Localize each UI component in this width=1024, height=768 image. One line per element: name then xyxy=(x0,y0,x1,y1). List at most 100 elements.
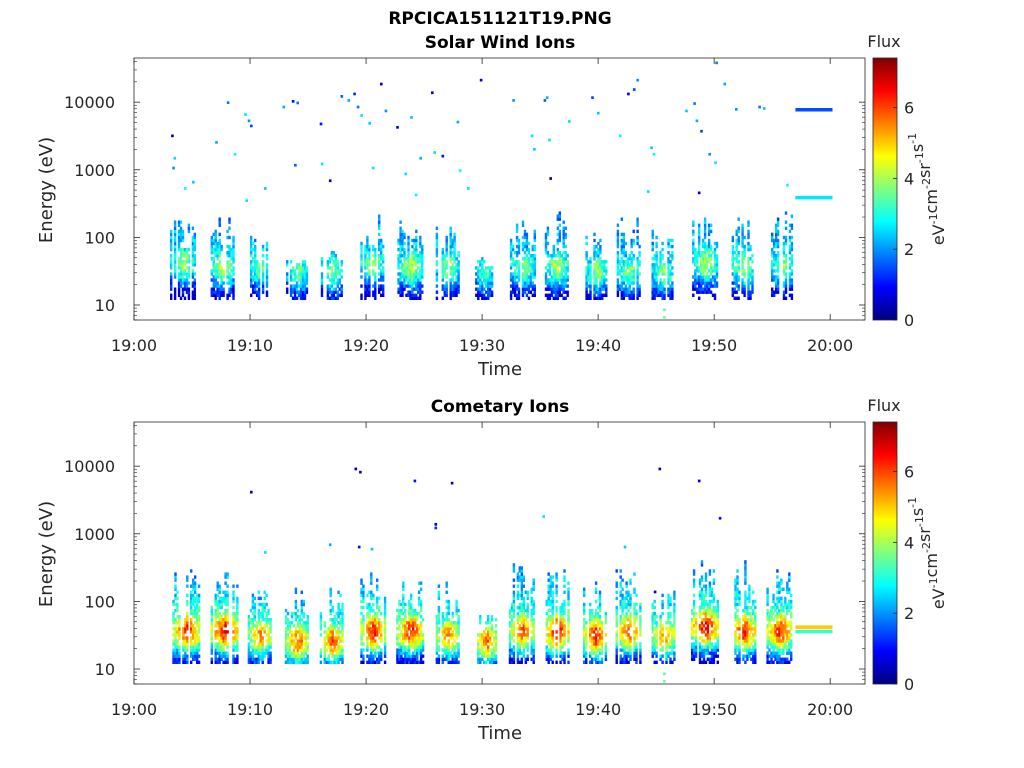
spectrogram-cell xyxy=(788,251,792,255)
spectrogram-cell xyxy=(509,275,513,279)
spectrogram-cell xyxy=(743,275,746,279)
spectrogram-cell xyxy=(490,293,494,297)
spectrogram-cell xyxy=(265,621,268,625)
spectrogram-cell xyxy=(218,630,221,634)
spectrogram-cell xyxy=(627,615,630,619)
spectrogram-cell xyxy=(494,660,498,664)
spectrogram-cell xyxy=(477,633,480,637)
spectrogram-cell xyxy=(402,624,405,628)
spectrogram-cell xyxy=(531,281,534,285)
spectrogram-cell xyxy=(622,263,625,267)
spectrogram-cell xyxy=(567,596,570,601)
spectrogram-cell xyxy=(707,223,711,227)
spectrogram-cell xyxy=(547,651,550,655)
spectrogram-cell xyxy=(546,296,550,300)
spectrogram-cell xyxy=(447,624,450,628)
spectrogram-cell xyxy=(193,235,196,240)
spectrogram-cell xyxy=(616,254,620,258)
spectrogram-cell xyxy=(773,275,776,279)
spectrogram-cell xyxy=(784,211,788,215)
spectrogram-cell xyxy=(595,284,598,288)
spectrogram-cell xyxy=(773,290,776,294)
spectrogram-cell xyxy=(705,287,709,291)
spectrogram-cell xyxy=(593,244,596,249)
spectrogram-cell xyxy=(187,229,191,234)
spectrogram-cell xyxy=(707,269,711,273)
spectrogram-cell xyxy=(302,627,305,631)
spectrogram-cell xyxy=(319,618,323,622)
spectrogram-cell xyxy=(416,618,419,622)
spectrogram-cell xyxy=(214,593,217,598)
spectrogram-cell xyxy=(747,220,750,224)
spectrogram-cell xyxy=(632,293,635,297)
spectrogram-cell xyxy=(628,257,631,261)
spectrogram-cell xyxy=(449,244,452,249)
spectrogram-cell xyxy=(447,642,450,646)
spectrogram-cell xyxy=(182,654,185,658)
spectrogram-cell xyxy=(564,235,567,240)
spectrogram-cell xyxy=(410,654,413,658)
spectrogram-cell xyxy=(481,636,484,640)
spectrogram-cell xyxy=(214,611,217,616)
spectrogram-cell xyxy=(567,654,570,658)
spectrogram-cell xyxy=(220,602,223,607)
spectrogram-cell xyxy=(218,247,221,252)
spectrogram-cell xyxy=(419,581,423,585)
spectrogram-cell xyxy=(360,590,363,594)
spectrogram-cell xyxy=(267,657,270,661)
spectrogram-cell xyxy=(449,284,452,288)
spectrogram-cell xyxy=(511,281,515,285)
spectrogram-cell xyxy=(382,290,385,294)
spectrogram-cell xyxy=(214,272,217,276)
spectrogram-cell xyxy=(265,639,268,643)
spectrogram-cell xyxy=(530,648,533,652)
spectrogram-cell xyxy=(562,269,565,273)
spectrogram-cell xyxy=(522,642,525,646)
spectrogram-cell xyxy=(511,247,515,252)
spectrogram-cell xyxy=(172,651,175,655)
spectrogram-cell xyxy=(378,272,381,276)
spectrogram-cell xyxy=(512,657,516,661)
spectrogram-cell xyxy=(593,266,596,270)
spectrogram-cell xyxy=(599,290,602,294)
spectrogram-cell xyxy=(653,284,656,288)
spectrogram-cell xyxy=(335,624,338,628)
spectrogram-cell xyxy=(585,287,588,291)
spectrogram-cell xyxy=(302,636,305,640)
spectrogram-cell xyxy=(185,260,189,264)
spectrogram-cell xyxy=(210,272,213,276)
spectrogram-cell xyxy=(370,590,373,594)
spectrogram-cell xyxy=(370,636,373,640)
spectrogram-cell xyxy=(623,624,626,628)
spectrogram-cell xyxy=(334,290,337,294)
spectrogram-cell xyxy=(339,651,342,655)
spectrogram-cell xyxy=(247,615,251,619)
scatter-count xyxy=(247,119,251,123)
spectrogram-cell xyxy=(563,660,566,664)
spectrogram-cell xyxy=(529,281,533,285)
spectrogram-cell xyxy=(249,636,253,640)
spectrogram-cell xyxy=(451,257,454,261)
spectrogram-cell xyxy=(696,287,699,291)
spectrogram-cell xyxy=(481,287,484,291)
spectrogram-cell xyxy=(403,232,406,237)
spectrogram-cell xyxy=(261,244,265,249)
spectrogram-cell xyxy=(741,251,744,255)
spectrogram-cell xyxy=(187,260,191,264)
spectrogram-cell xyxy=(771,232,774,237)
spectrogram-cell xyxy=(398,599,401,604)
spectrogram-cell xyxy=(661,266,664,270)
spectrogram-cell xyxy=(404,621,407,625)
spectrogram-cell xyxy=(788,266,792,270)
spectrogram-cell xyxy=(212,290,215,294)
spectrogram-cell xyxy=(406,621,409,625)
spectrogram-cell xyxy=(445,247,448,252)
spectrogram-cell xyxy=(638,293,641,297)
spectrogram-cell xyxy=(443,642,446,646)
spectrogram-cell xyxy=(332,254,335,258)
spectrogram-cell xyxy=(250,254,253,258)
spectrogram-cell xyxy=(620,290,623,294)
spectrogram-cell xyxy=(304,648,307,652)
spectrogram-cell xyxy=(551,621,554,625)
spectrogram-cell xyxy=(267,636,270,640)
